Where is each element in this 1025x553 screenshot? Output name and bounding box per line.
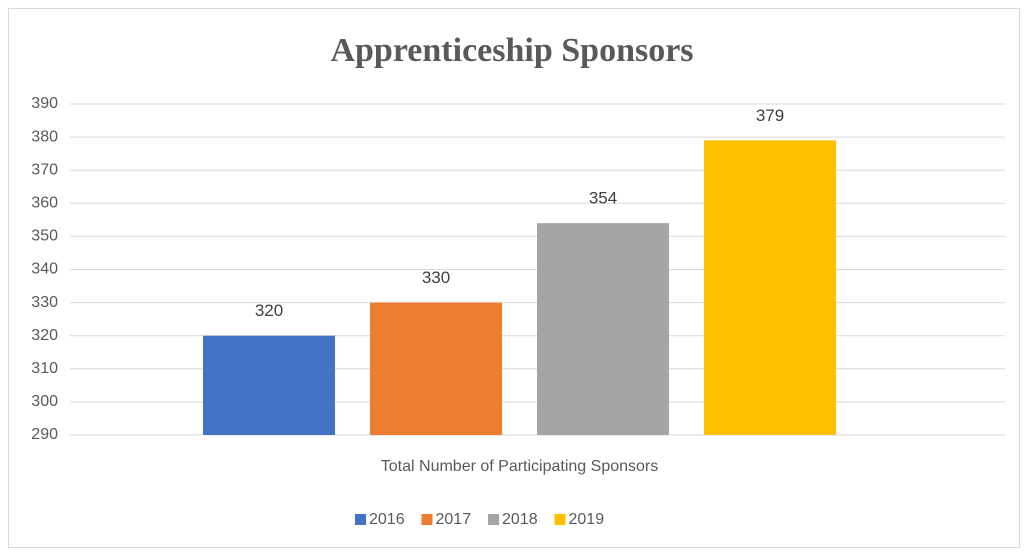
y-tick-label: 300: [31, 393, 58, 410]
y-tick-label: 310: [31, 360, 58, 377]
bar: [370, 302, 502, 435]
chart-border: [8, 8, 1020, 548]
y-tick-label: 320: [31, 327, 58, 344]
x-axis-label: Total Number of Participating Sponsors: [381, 458, 658, 475]
legend-label: 2016: [369, 511, 405, 528]
bar: [537, 223, 669, 435]
legend-swatch: [554, 514, 566, 525]
y-tick-label: 350: [31, 228, 58, 245]
data-label: 379: [756, 106, 784, 125]
data-label: 330: [422, 268, 450, 287]
bar: [704, 140, 836, 435]
legend-label: 2019: [569, 511, 605, 528]
y-tick-label: 340: [31, 261, 58, 278]
y-tick-label: 330: [31, 294, 58, 311]
legend-label: 2017: [436, 511, 472, 528]
legend-label: 2018: [502, 511, 538, 528]
y-tick-label: 370: [31, 161, 58, 178]
chart-title: Apprenticeship Sponsors: [330, 32, 693, 69]
data-label: 320: [255, 301, 283, 320]
y-tick-label: 290: [31, 426, 58, 443]
y-tick-label: 360: [31, 195, 58, 212]
y-tick-label: 380: [31, 128, 58, 145]
data-label: 354: [589, 189, 617, 208]
legend-swatch: [355, 514, 366, 525]
bar: [203, 335, 335, 435]
legend-swatch: [488, 514, 499, 525]
y-tick-label: 390: [31, 95, 58, 112]
legend-swatch: [421, 514, 433, 525]
